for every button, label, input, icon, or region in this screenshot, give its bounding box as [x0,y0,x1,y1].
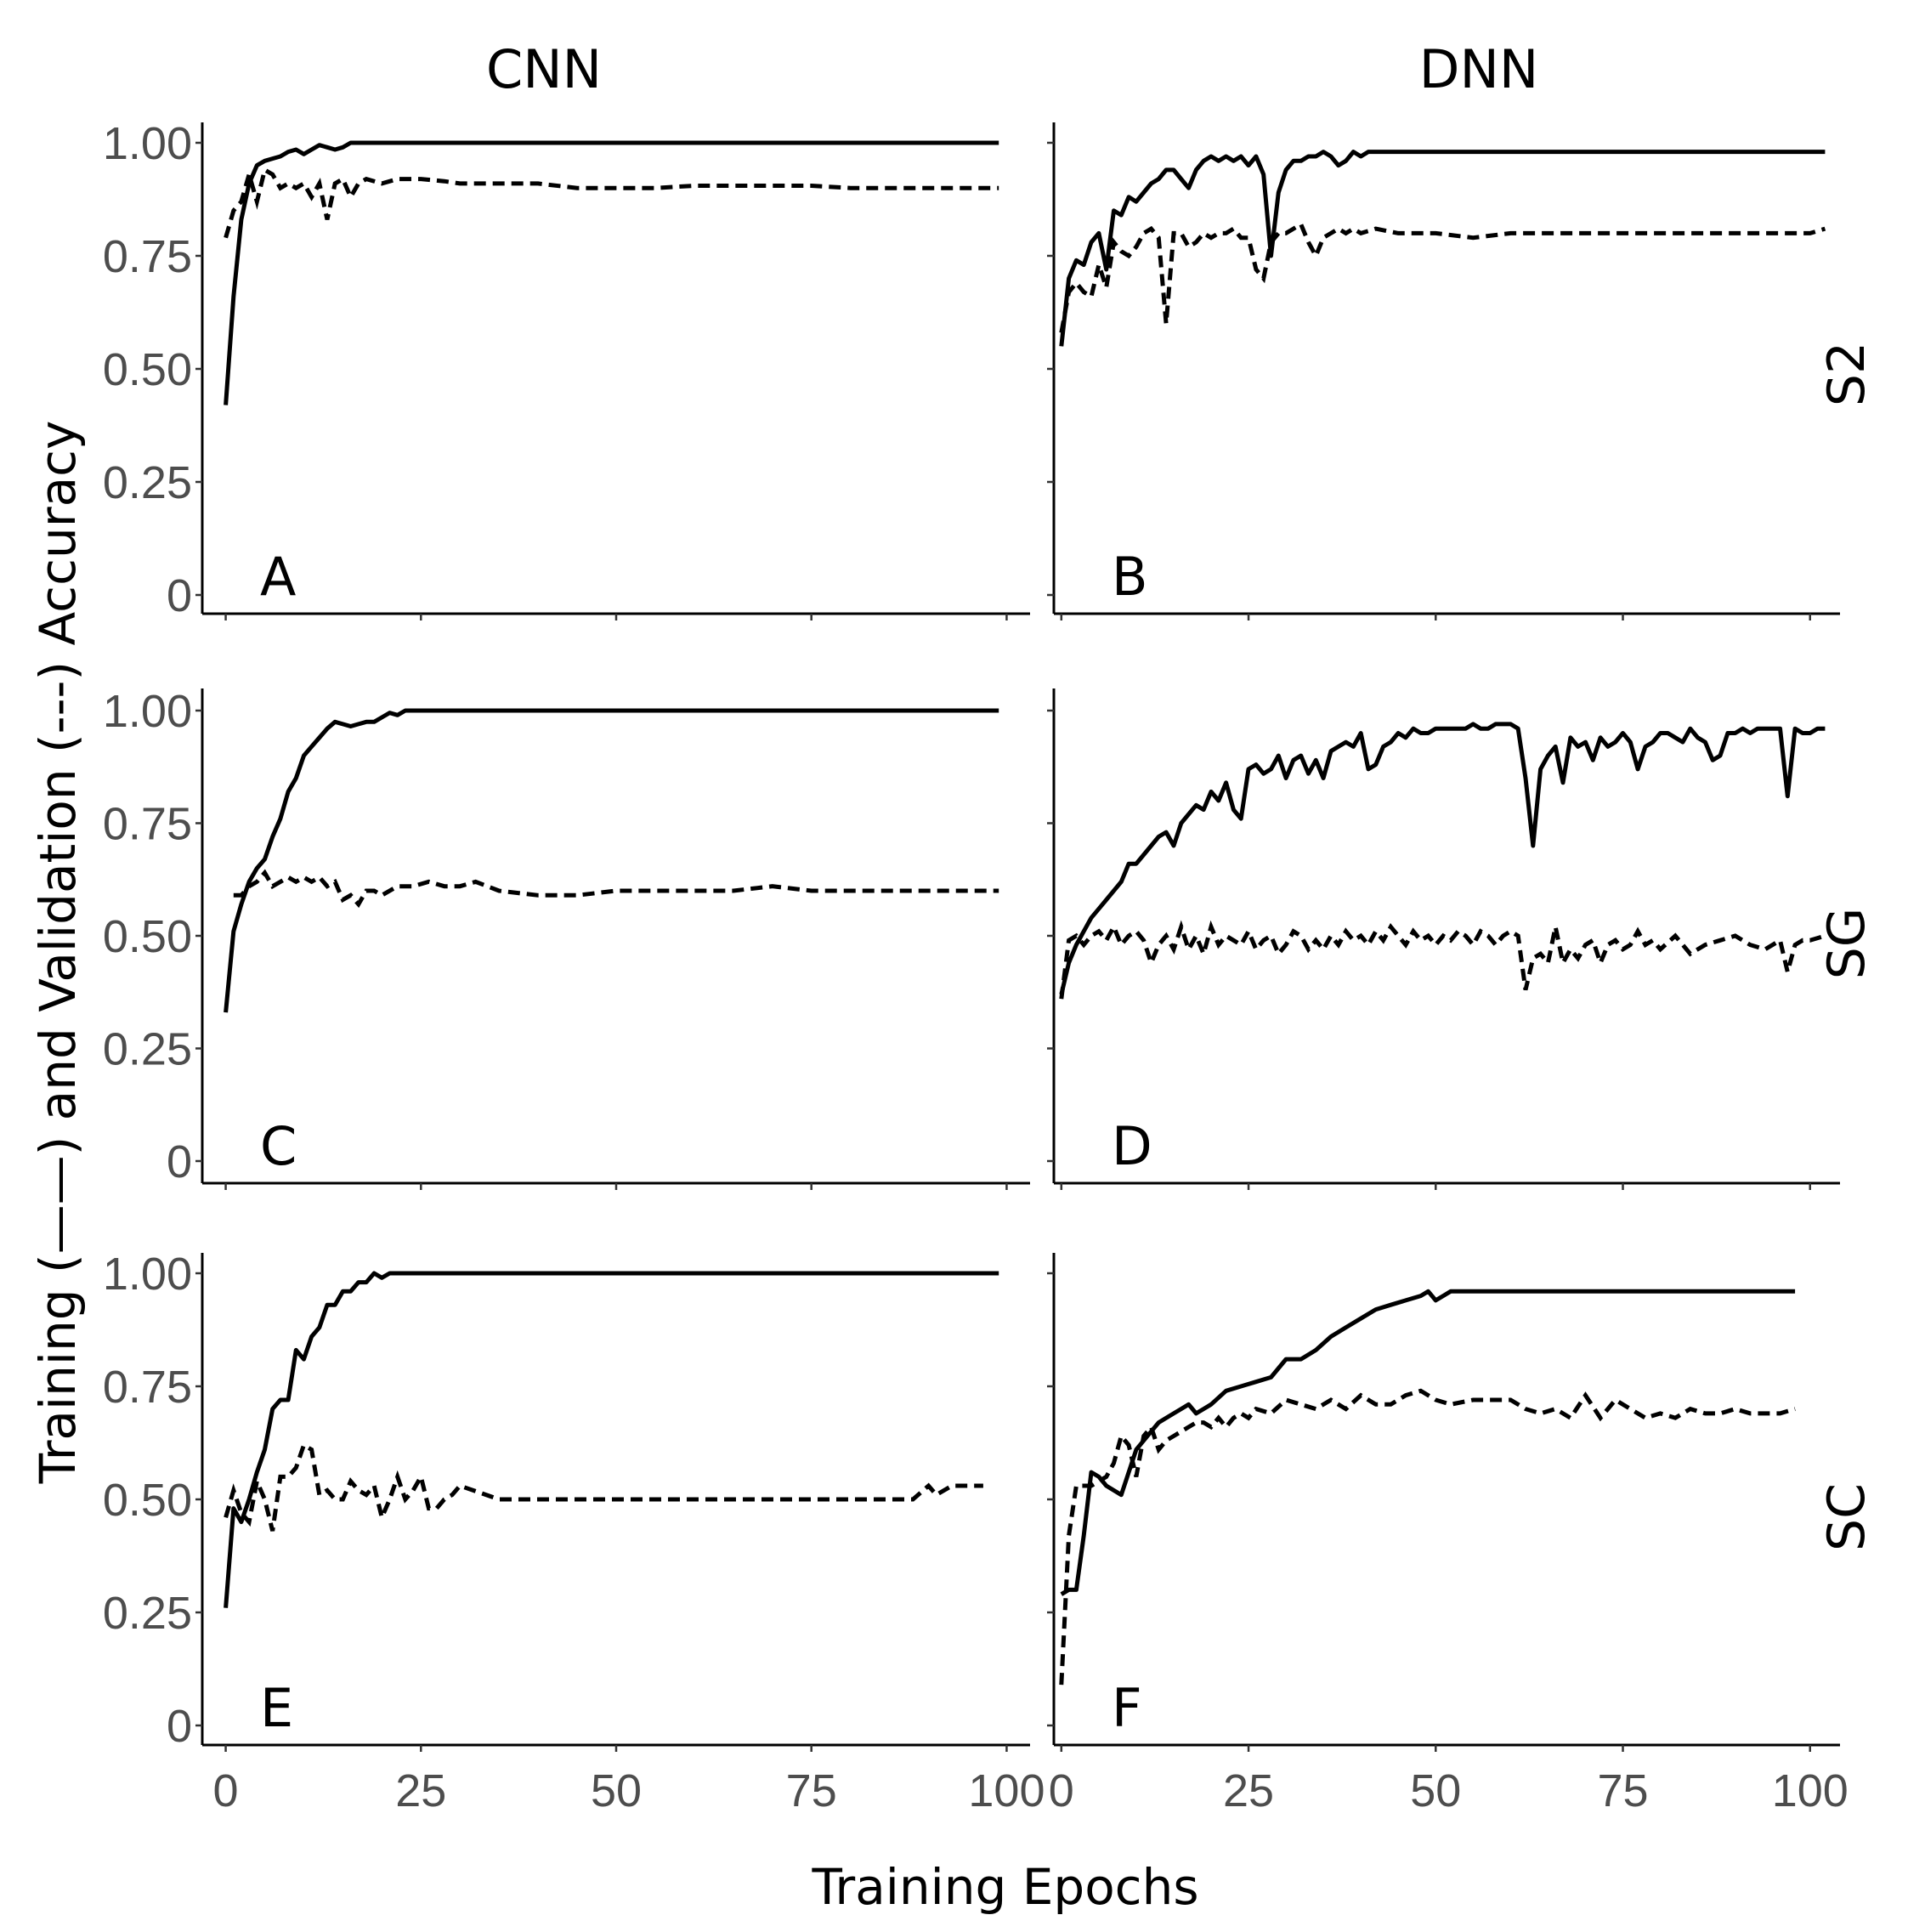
x-tick-label: 0 [213,1765,239,1816]
y-tick-label: 0.50 [103,1475,192,1526]
y-tick-label: 1.00 [103,1249,192,1300]
x-axis-title: Training Epochs [811,1858,1198,1916]
x-tick-label: 25 [395,1765,446,1816]
validation-series-line-e [224,1442,983,1532]
y-tick-label: 0 [167,1701,192,1752]
column-title-dnn: DNN [1419,38,1539,100]
training-series-line-c [224,708,999,1013]
x-tick-label: 75 [1597,1765,1648,1816]
panel-f: 0 25 50 75 100 F [1047,1253,1849,1816]
validation-series-line-f [1059,1388,1796,1686]
x-tick-label: 50 [1410,1765,1461,1816]
x-tick-label: 100 [1772,1765,1849,1816]
y-tick-label: 0.75 [103,231,192,282]
panel-letter: B [1112,546,1148,608]
training-series-line-a [224,140,999,405]
y-tick-label: 0 [167,1136,192,1187]
panel-letter: F [1112,1677,1142,1739]
panel-b: B [1047,122,1840,620]
y-tick-label: 0.25 [103,1588,192,1639]
y-tick-label: 0.25 [103,457,192,508]
training-series-line-b [1059,150,1826,347]
panel-a: 0 0.25 0.50 0.75 1.00 A [103,118,1030,621]
x-tick-label: 100 [968,1765,1045,1816]
x-tick-label: 50 [591,1765,642,1816]
panel-letter: D [1112,1115,1152,1177]
x-tick-label: 25 [1223,1765,1274,1816]
row-label-sg: SG [1817,908,1877,980]
y-tick-label: 0.50 [103,911,192,962]
y-tick-label: 0.75 [103,1362,192,1413]
training-series-line-f [1060,1289,1796,1596]
y-tick-label: 1.00 [103,118,192,169]
y-tick-label: 1.00 [103,686,192,737]
validation-series-line-c [233,869,999,909]
panel-letter: C [260,1115,297,1177]
row-label-s2: S2 [1817,342,1877,406]
y-tick-label: 0.75 [103,799,192,850]
panel-e: 0 0.25 0.50 0.75 1.00 0 25 50 75 100 E [103,1249,1045,1816]
validation-series-line-a [224,167,999,239]
training-series-line-d [1059,722,1826,995]
y-tick-label: 0.50 [103,344,192,395]
y-tick-label: 0.25 [103,1024,192,1075]
y-axis-title: Training (——) and Validation (---) Accur… [29,421,87,1485]
row-label-sc: SC [1817,1483,1877,1551]
panel-d: D [1047,688,1840,1190]
validation-series-line-b [1059,221,1826,333]
panel-letter: A [260,546,296,608]
column-title-cnn: CNN [486,38,602,100]
training-series-line-e [224,1271,999,1608]
y-tick-label: 0 [167,570,192,621]
panel-c: 0 0.25 0.50 0.75 1.00 C [103,686,1030,1190]
panel-letter: E [260,1677,293,1739]
panel-grid: 00.250.500.751.00A B00.250.500.751.00C D00… [103,118,1849,1816]
validation-series-line-d [1059,920,1826,1000]
x-tick-label: 75 [786,1765,837,1816]
x-tick-label: 0 [1049,1765,1074,1816]
